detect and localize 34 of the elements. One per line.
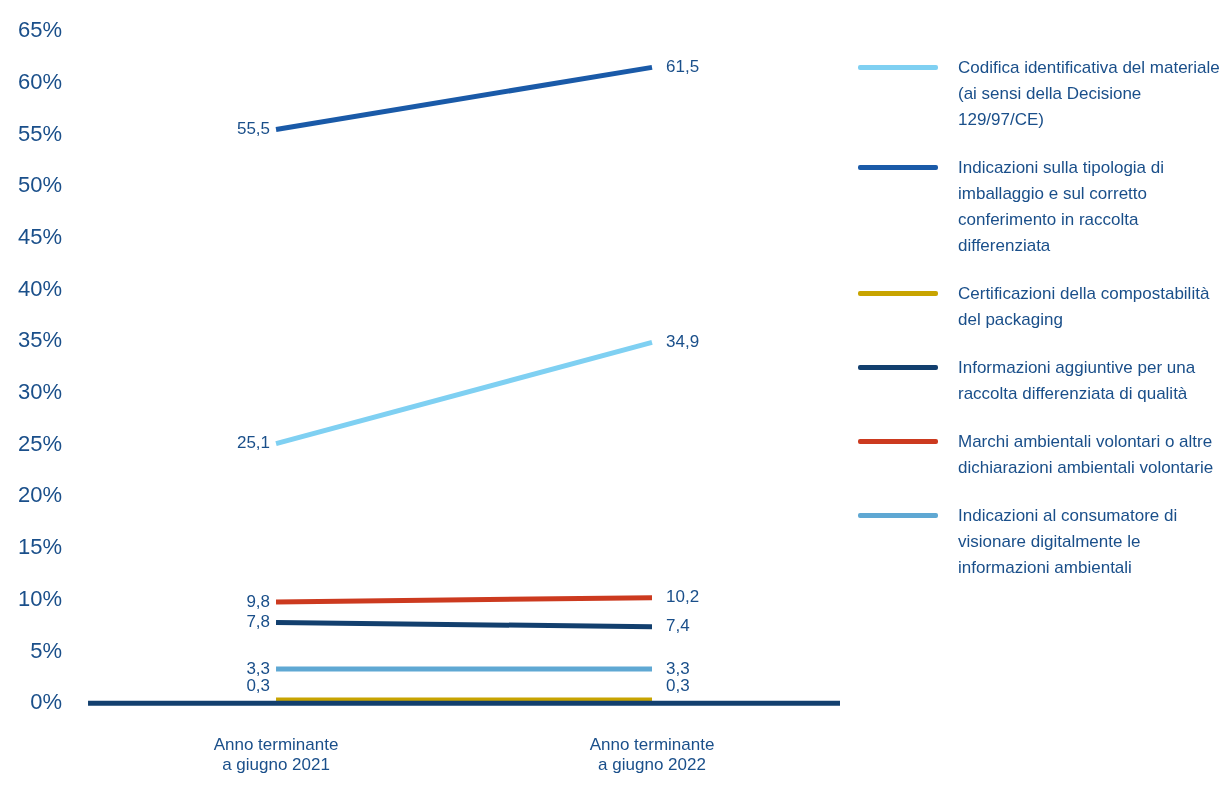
x-tick-label: Anno terminante a giugno 2022 [589, 735, 715, 775]
data-label: 9,8 [246, 591, 271, 611]
legend-label: Indicazioni sulla tipologia di imballaggio e sul corretto conferimento in raccolta differenziata [958, 158, 1165, 255]
data-label: 10,2 [666, 587, 700, 607]
data-label: 3,3 [666, 658, 690, 678]
y-tick-label: 45% [17, 224, 63, 250]
y-tick-label: 30% [17, 379, 63, 405]
y-tick-label: 20% [17, 482, 63, 508]
y-tick-label: 60% [17, 68, 63, 94]
y-tick-label: 50% [17, 172, 63, 198]
y-tick-label: 15% [17, 534, 63, 560]
data-label: 61,5 [666, 57, 700, 77]
x-tick-label: Anno terminante a giugno 2021 [213, 735, 339, 775]
legend-label: Certificazioni della compostabilità del packaging [958, 284, 1210, 329]
y-tick-label: 25% [17, 430, 63, 456]
data-label: 7,4 [666, 616, 690, 636]
data-label: 0,3 [246, 675, 271, 695]
legend-label: Codifica identificativa del materiale (ai sensi della Decisione 129/97/CE) [958, 58, 1220, 129]
y-tick-label: 55% [17, 120, 63, 146]
data-label: 0,3 [666, 675, 690, 695]
legend-label: Indicazioni al consumatore di visionare digitalmente le informazioni ambientali [958, 506, 1178, 577]
y-tick-label: 40% [17, 275, 63, 301]
y-tick-label: 10% [17, 585, 63, 611]
y-tick-label: 35% [17, 327, 63, 353]
data-label: 34,9 [666, 332, 700, 352]
y-tick-label: 5% [30, 637, 63, 663]
data-label: 25,1 [236, 433, 271, 453]
y-tick-label: 65% [17, 17, 63, 43]
legend-label: Marchi ambientali volontari o altre dichiarazioni ambientali volontarie [958, 432, 1214, 477]
y-tick-label: 0% [30, 689, 63, 715]
data-label: 55,5 [236, 119, 271, 139]
legend-label: Informazioni aggiuntive per una raccolta differenziata di qualità [958, 358, 1196, 403]
data-label: 7,8 [246, 612, 271, 632]
data-label: 3,3 [246, 658, 271, 678]
